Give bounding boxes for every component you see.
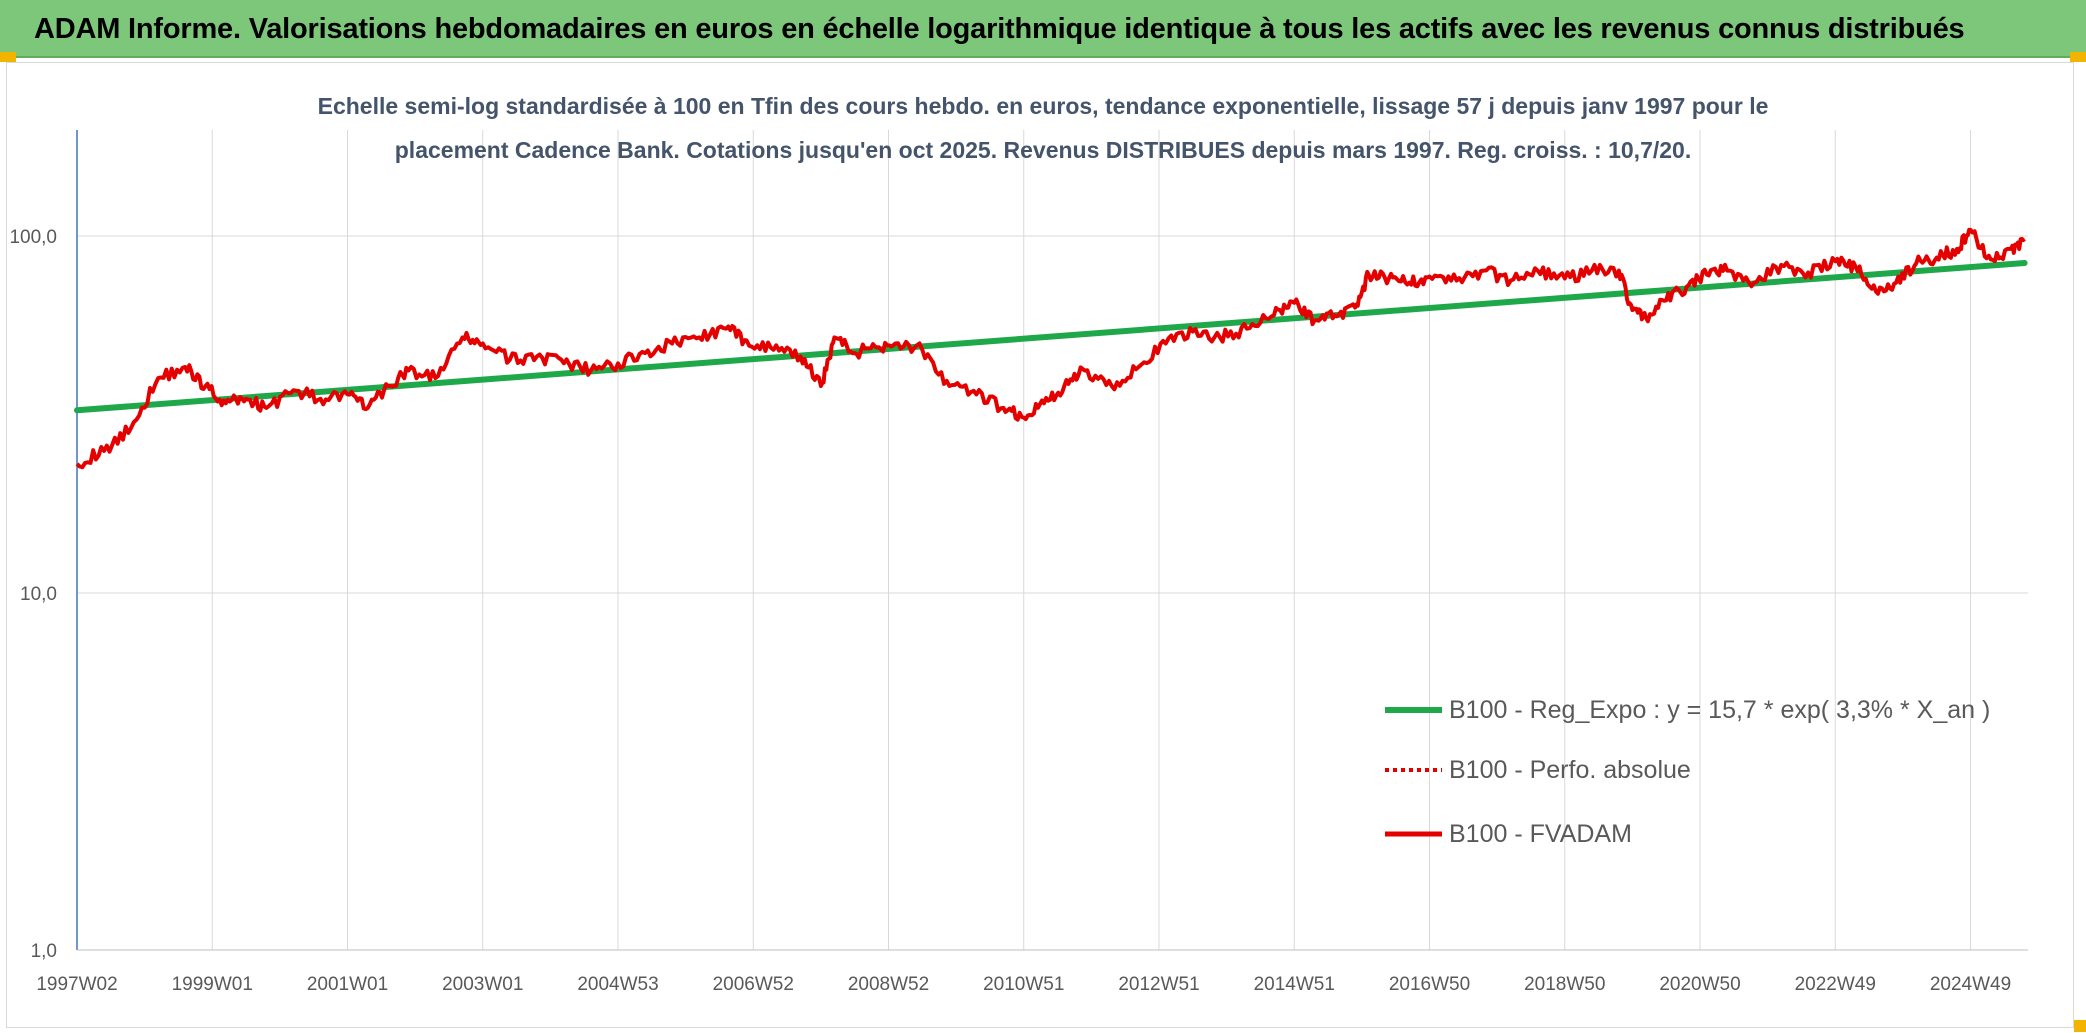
grid (76, 130, 2028, 951)
y-tick-label: 10,0 (20, 584, 57, 605)
corner-accent-right (2070, 52, 2086, 62)
x-tick-label: 2018W50 (1524, 974, 1605, 995)
x-tick-label: 2006W52 (713, 974, 794, 995)
legend-label: B100 - Perfo. absolue (1449, 756, 1691, 784)
page-title: ADAM Informe. Valorisations hebdomadaire… (34, 13, 1965, 45)
x-tick-label: 1999W01 (172, 974, 253, 995)
x-tick-label: 1997W02 (36, 974, 117, 995)
legend: B100 - Reg_Expo : y = 15,7 * exp( 3,3% *… (1385, 696, 1990, 848)
x-tick-label: 2010W51 (983, 974, 1064, 995)
legend-label: B100 - Reg_Expo : y = 15,7 * exp( 3,3% *… (1449, 696, 1990, 724)
axes (76, 130, 2028, 951)
chart-frame (6, 62, 2074, 1028)
header-bar: ADAM Informe. Valorisations hebdomadaire… (0, 0, 2086, 58)
x-tick-label: 2022W49 (1795, 974, 1876, 995)
x-tick-label: 2001W01 (307, 974, 388, 995)
labels: 1,0 10,0 100,0 1997W02 1999W01 2001W01 2003W01… (9, 227, 2011, 995)
x-tick-label: 2014W51 (1254, 974, 1335, 995)
x-tick-label: 2012W51 (1118, 974, 1199, 995)
x-tick-label: 2008W52 (848, 974, 929, 995)
legend-label: B100 - FVADAM (1449, 820, 1632, 848)
y-tick-label: 100,0 (9, 227, 57, 248)
y-tick-label: 1,0 (31, 941, 57, 962)
x-tick-label: 2016W50 (1389, 974, 1470, 995)
corner-accent-left (0, 52, 16, 62)
x-tick-label: 2020W50 (1659, 974, 1740, 995)
chart-title-line-1: Echelle semi-log standardisée à 100 en T… (318, 93, 1769, 119)
x-tick-label: 2003W01 (442, 974, 523, 995)
x-tick-label: 2024W49 (1930, 974, 2011, 995)
series-fvadam-line (75, 227, 2026, 470)
corner-accent-bottom-right (2074, 1020, 2086, 1032)
chart-title-line-2: placement Cadence Bank. Cotations jusqu'… (395, 137, 1691, 163)
series (74, 227, 2028, 470)
series-reg-expo-line (74, 260, 2028, 414)
x-tick-label: 2004W53 (577, 974, 658, 995)
